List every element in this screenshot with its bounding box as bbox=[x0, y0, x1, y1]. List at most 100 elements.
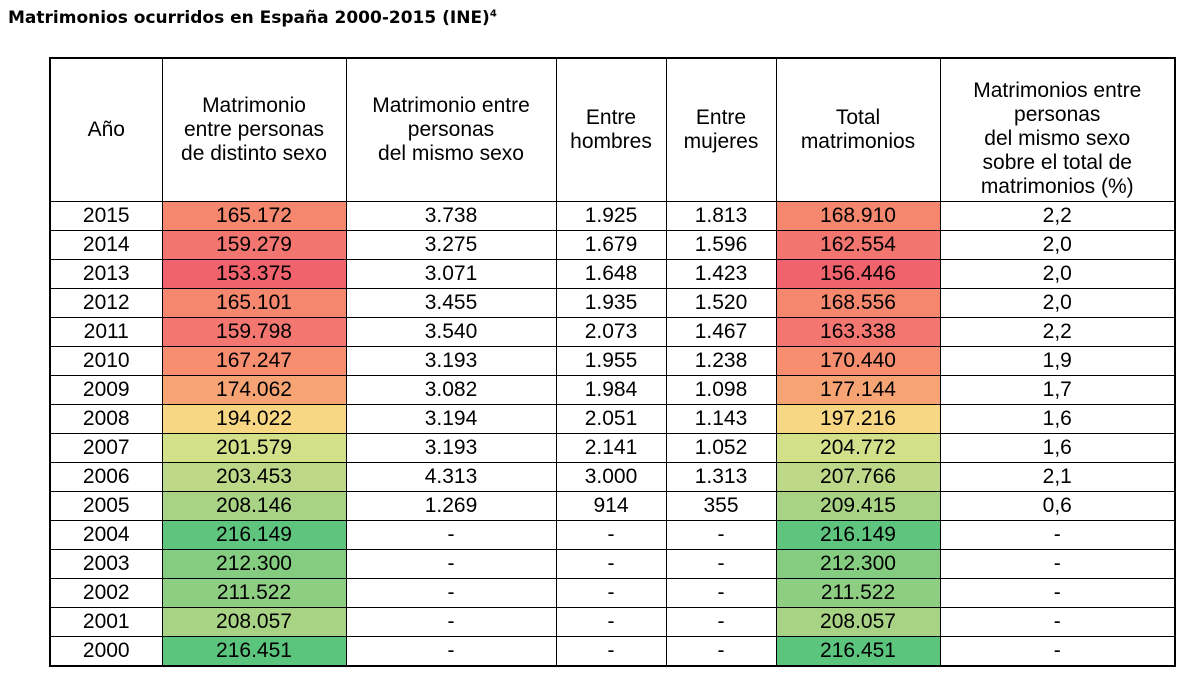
cell-total: 197.216 bbox=[775, 404, 941, 434]
cell-total: 216.451 bbox=[775, 636, 941, 667]
cell-year: 2001 bbox=[49, 607, 163, 637]
cell-distinto-sexo: 174.062 bbox=[161, 375, 347, 405]
cell-entre-hombres: - bbox=[555, 520, 667, 550]
cell-porcentaje: 1,6 bbox=[939, 404, 1176, 434]
cell-entre-hombres: 2.073 bbox=[555, 317, 667, 347]
cell-total: 212.300 bbox=[775, 549, 941, 579]
marriages-table: Año Matrimonio entre personas de distint… bbox=[49, 57, 1176, 667]
cell-year: 2011 bbox=[49, 317, 163, 347]
cell-distinto-sexo: 194.022 bbox=[161, 404, 347, 434]
cell-mismo-sexo: - bbox=[345, 549, 557, 579]
cell-porcentaje: 2,0 bbox=[939, 230, 1176, 260]
table-row: 2000 216.451- - -216.451- bbox=[49, 636, 1176, 667]
cell-year: 2006 bbox=[49, 462, 163, 492]
table-row: 2004 216.149- - -216.149- bbox=[49, 520, 1176, 550]
title-footnote: 4 bbox=[489, 8, 497, 20]
cell-mismo-sexo: 3.275 bbox=[345, 230, 557, 260]
cell-entre-hombres: - bbox=[555, 549, 667, 579]
table-row: 2015 165.172 3.738 1.925 1.813 168.910 2,2 bbox=[49, 201, 1176, 231]
cell-porcentaje: 1,7 bbox=[939, 375, 1176, 405]
header-distinto-sexo: Matrimonio entre personas de distinto se… bbox=[161, 57, 347, 202]
header-year: Año bbox=[49, 57, 163, 202]
cell-mismo-sexo: 3.194 bbox=[345, 404, 557, 434]
cell-distinto-sexo: 159.279 bbox=[161, 230, 347, 260]
cell-mismo-sexo: 3.738 bbox=[345, 201, 557, 231]
cell-porcentaje: 1,6 bbox=[939, 433, 1176, 463]
cell-total: 216.149 bbox=[775, 520, 941, 550]
cell-entre-mujeres: - bbox=[665, 520, 777, 550]
cell-distinto-sexo: 211.522 bbox=[161, 578, 347, 608]
table-header: Año Matrimonio entre personas de distint… bbox=[49, 57, 1176, 202]
page-title: Matrimonios ocurridos en España 2000-201… bbox=[8, 8, 497, 28]
cell-total: 162.554 bbox=[775, 230, 941, 260]
cell-porcentaje: 2,0 bbox=[939, 259, 1176, 289]
cell-entre-hombres: 914 bbox=[555, 491, 667, 521]
cell-mismo-sexo: 4.313 bbox=[345, 462, 557, 492]
cell-mismo-sexo: - bbox=[345, 578, 557, 608]
cell-entre-mujeres: 1.520 bbox=[665, 288, 777, 318]
cell-entre-mujeres: 1.467 bbox=[665, 317, 777, 347]
cell-entre-hombres: 1.935 bbox=[555, 288, 667, 318]
cell-entre-hombres: 2.141 bbox=[555, 433, 667, 463]
header-total: Total matrimonios bbox=[775, 57, 941, 202]
cell-distinto-sexo: 212.300 bbox=[161, 549, 347, 579]
cell-entre-mujeres: 1.143 bbox=[665, 404, 777, 434]
cell-porcentaje: 2,0 bbox=[939, 288, 1176, 318]
cell-total: 170.440 bbox=[775, 346, 941, 376]
table-row: 2011 159.798 3.540 2.073 1.467 163.338 2,2 bbox=[49, 317, 1176, 347]
cell-total: 211.522 bbox=[775, 578, 941, 608]
cell-distinto-sexo: 203.453 bbox=[161, 462, 347, 492]
cell-entre-mujeres: 1.098 bbox=[665, 375, 777, 405]
cell-year: 2008 bbox=[49, 404, 163, 434]
cell-porcentaje: - bbox=[939, 607, 1176, 637]
cell-year: 2004 bbox=[49, 520, 163, 550]
cell-entre-hombres: - bbox=[555, 578, 667, 608]
cell-year: 2010 bbox=[49, 346, 163, 376]
cell-distinto-sexo: 216.451 bbox=[161, 636, 347, 667]
cell-entre-hombres: - bbox=[555, 607, 667, 637]
cell-entre-mujeres: 1.423 bbox=[665, 259, 777, 289]
cell-distinto-sexo: 165.172 bbox=[161, 201, 347, 231]
cell-entre-hombres: 1.984 bbox=[555, 375, 667, 405]
table-row: 2005 208.146 1.269 914 355 209.415 0,6 bbox=[49, 491, 1176, 521]
cell-total: 156.446 bbox=[775, 259, 941, 289]
cell-entre-mujeres: 1.052 bbox=[665, 433, 777, 463]
table-row: 2002 211.522- - -211.522- bbox=[49, 578, 1176, 608]
cell-entre-hombres: 1.679 bbox=[555, 230, 667, 260]
table-row: 2014 159.279 3.275 1.679 1.596 162.554 2,0 bbox=[49, 230, 1176, 260]
cell-porcentaje: 2,2 bbox=[939, 317, 1176, 347]
cell-entre-mujeres: 1.813 bbox=[665, 201, 777, 231]
cell-distinto-sexo: 153.375 bbox=[161, 259, 347, 289]
cell-entre-mujeres: 1.238 bbox=[665, 346, 777, 376]
cell-porcentaje: 1,9 bbox=[939, 346, 1176, 376]
cell-total: 163.338 bbox=[775, 317, 941, 347]
table-row: 2010 167.247 3.193 1.955 1.238 170.440 1,9 bbox=[49, 346, 1176, 376]
cell-mismo-sexo: 3.193 bbox=[345, 433, 557, 463]
cell-porcentaje: - bbox=[939, 549, 1176, 579]
cell-year: 2009 bbox=[49, 375, 163, 405]
table-row: 2012 165.101 3.455 1.935 1.520 168.556 2,0 bbox=[49, 288, 1176, 318]
cell-year: 2002 bbox=[49, 578, 163, 608]
cell-entre-hombres: 1.648 bbox=[555, 259, 667, 289]
cell-entre-hombres: - bbox=[555, 636, 667, 667]
cell-entre-mujeres: 1.313 bbox=[665, 462, 777, 492]
table-row: 2013 153.375 3.071 1.648 1.423 156.446 2,0 bbox=[49, 259, 1176, 289]
cell-year: 2007 bbox=[49, 433, 163, 463]
table-row: 2001 208.057- - -208.057- bbox=[49, 607, 1176, 637]
cell-total: 209.415 bbox=[775, 491, 941, 521]
cell-mismo-sexo: - bbox=[345, 607, 557, 637]
cell-entre-mujeres: 1.596 bbox=[665, 230, 777, 260]
header-entre-hombres: Entre hombres bbox=[555, 57, 667, 202]
cell-distinto-sexo: 159.798 bbox=[161, 317, 347, 347]
cell-entre-mujeres: - bbox=[665, 607, 777, 637]
cell-total: 208.057 bbox=[775, 607, 941, 637]
cell-entre-hombres: 1.955 bbox=[555, 346, 667, 376]
cell-porcentaje: 2,2 bbox=[939, 201, 1176, 231]
cell-year: 2012 bbox=[49, 288, 163, 318]
header-row: Año Matrimonio entre personas de distint… bbox=[49, 57, 1176, 202]
cell-porcentaje: - bbox=[939, 578, 1176, 608]
table-row: 2008 194.022 3.194 2.051 1.143 197.216 1,6 bbox=[49, 404, 1176, 434]
cell-year: 2014 bbox=[49, 230, 163, 260]
cell-mismo-sexo: - bbox=[345, 520, 557, 550]
title-text: Matrimonios ocurridos en España 2000-201… bbox=[8, 8, 490, 28]
